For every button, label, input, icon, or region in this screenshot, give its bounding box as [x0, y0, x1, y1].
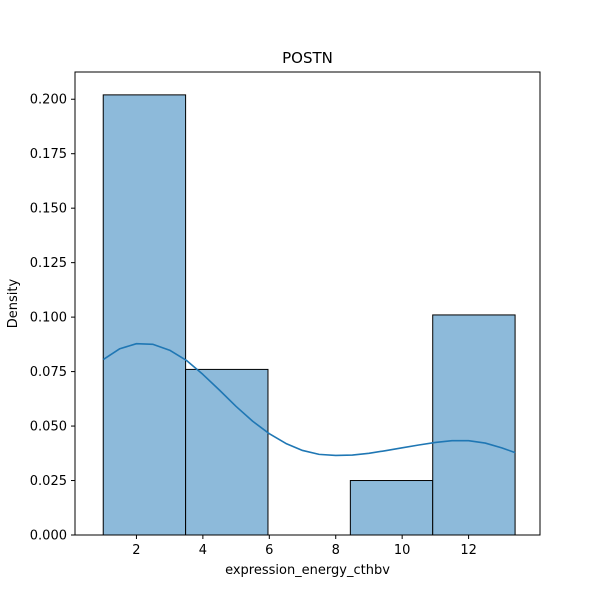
- y-tick-label: 0.150: [30, 202, 67, 217]
- histogram-bar-5: [432, 314, 516, 536]
- x-tick-label: 8: [332, 543, 340, 558]
- y-axis-ticks: 0.000 0.025 0.050 0.075 0.100 0.125 0.150 0.175…: [30, 93, 75, 544]
- bars-layer: [102, 94, 516, 536]
- y-tick-label: 0.175: [30, 147, 67, 162]
- kde-curve: [102, 342, 516, 457]
- plot-frame: [74, 71, 541, 536]
- y-tick-label: 0.100: [30, 311, 67, 326]
- y-tick-label: 0.125: [30, 256, 67, 271]
- y-axis-label: Density: [6, 278, 21, 328]
- x-tick-label: 2: [132, 543, 140, 558]
- x-tick-label: 6: [265, 543, 273, 558]
- y-tick-label: 0.200: [30, 93, 67, 108]
- kde-layer: [102, 342, 516, 457]
- histogram-bar-4: [349, 480, 434, 536]
- x-tick-label: 12: [460, 543, 477, 558]
- x-axis-ticks: 2 4 6 8 10 12: [132, 535, 477, 558]
- chart-title: POSTN: [282, 49, 333, 67]
- histogram-bar-1: [102, 94, 187, 536]
- y-tick-label: 0.075: [30, 365, 67, 380]
- y-tick-label: 0.000: [30, 529, 67, 544]
- y-tick-label: 0.025: [30, 474, 67, 489]
- x-tick-label: 4: [199, 543, 207, 558]
- x-axis-label: expression_energy_cthbv: [225, 563, 390, 578]
- histogram-bar-2: [185, 368, 269, 536]
- y-tick-label: 0.050: [30, 420, 67, 435]
- x-tick-label: 10: [394, 543, 411, 558]
